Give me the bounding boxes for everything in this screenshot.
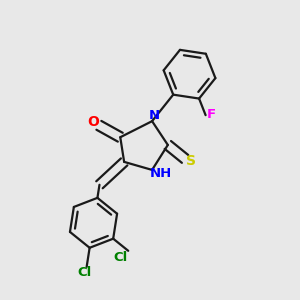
Text: F: F (207, 108, 216, 121)
Text: N: N (149, 109, 160, 122)
Text: NH: NH (149, 167, 172, 180)
Text: O: O (88, 116, 100, 129)
Text: Cl: Cl (114, 251, 128, 264)
Text: Cl: Cl (77, 266, 92, 279)
Text: S: S (186, 154, 196, 168)
